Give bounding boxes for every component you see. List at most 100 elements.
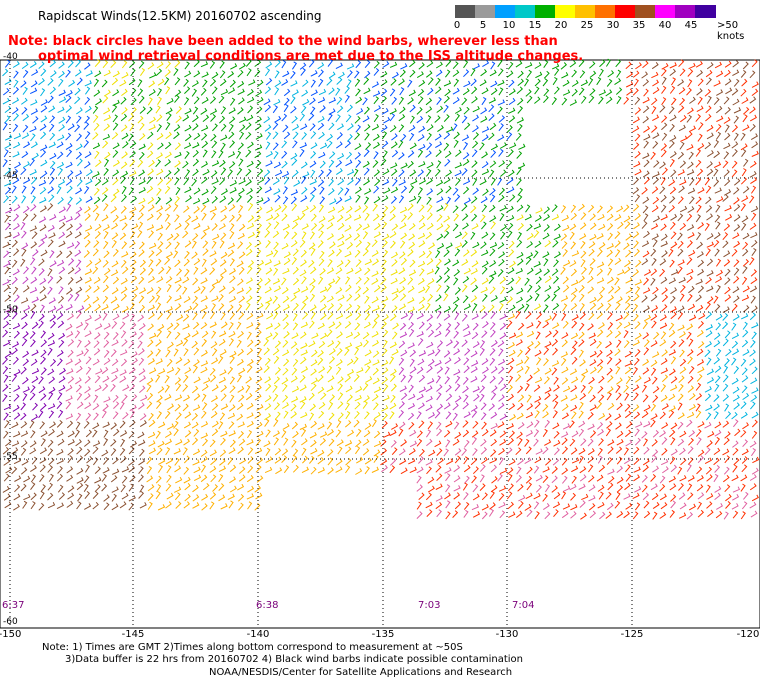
wind-barb bbox=[722, 374, 729, 383]
wind-barb bbox=[146, 465, 153, 475]
wind-barb bbox=[525, 62, 533, 69]
wind-barb bbox=[2, 329, 9, 338]
wind-barb bbox=[428, 359, 435, 367]
wind-barb bbox=[12, 268, 20, 276]
wind-barb bbox=[472, 177, 478, 186]
wind-barb bbox=[499, 322, 507, 331]
wind-barb bbox=[371, 418, 377, 428]
wind-barb bbox=[121, 170, 129, 178]
wind-barb bbox=[491, 366, 498, 374]
wind-barb bbox=[596, 268, 604, 276]
wind-barb bbox=[291, 332, 299, 339]
wind-barb bbox=[320, 303, 327, 312]
wind-barb bbox=[518, 143, 526, 150]
wind-barb bbox=[283, 230, 290, 239]
longitude-label: -125 bbox=[620, 629, 644, 640]
wind-barb bbox=[714, 492, 721, 500]
wind-barb bbox=[732, 60, 740, 68]
wind-barb bbox=[507, 277, 515, 285]
wind-barb bbox=[578, 483, 586, 490]
wind-barb bbox=[110, 475, 118, 483]
wind-barb bbox=[83, 231, 91, 240]
wind-barb bbox=[470, 68, 476, 77]
wind-barb bbox=[12, 168, 19, 177]
wind-barb bbox=[498, 123, 504, 132]
wind-barb bbox=[453, 464, 461, 473]
wind-barb bbox=[749, 114, 757, 122]
wind-barb bbox=[695, 393, 703, 401]
wind-barb bbox=[669, 62, 677, 69]
wind-barb bbox=[129, 251, 137, 259]
wind-barb bbox=[605, 428, 612, 437]
wind-barb bbox=[211, 303, 216, 312]
wind-barb bbox=[598, 464, 606, 473]
longitude-label: -120 bbox=[736, 629, 760, 640]
wind-barb bbox=[643, 500, 650, 509]
wind-barb bbox=[156, 212, 163, 221]
wind-barb bbox=[58, 376, 66, 384]
wind-barb bbox=[319, 105, 326, 113]
wind-barb bbox=[544, 367, 552, 375]
wind-barb bbox=[507, 393, 515, 402]
wind-barb bbox=[668, 248, 674, 257]
wind-barb bbox=[129, 159, 136, 167]
wind-barb bbox=[652, 465, 660, 473]
wind-barb bbox=[642, 205, 649, 214]
wind-barb bbox=[83, 294, 90, 303]
wind-barb bbox=[165, 349, 171, 358]
wind-barb bbox=[238, 158, 244, 167]
wind-barb bbox=[265, 160, 273, 167]
wind-barb bbox=[129, 331, 137, 338]
wind-barb bbox=[373, 285, 381, 293]
wind-barb bbox=[434, 133, 442, 141]
wind-barb bbox=[202, 168, 210, 176]
wind-barb bbox=[437, 243, 445, 250]
wind-barb bbox=[751, 467, 759, 475]
wind-barb bbox=[147, 142, 154, 150]
wind-barb bbox=[238, 474, 246, 482]
wind-barb bbox=[274, 402, 281, 411]
wind-barb bbox=[111, 367, 119, 375]
wind-barb bbox=[562, 475, 568, 484]
wind-barb bbox=[715, 348, 722, 357]
wind-barb bbox=[202, 402, 208, 411]
wind-barb bbox=[741, 148, 747, 157]
wind-barb bbox=[391, 96, 398, 105]
latitude-label: -50 bbox=[3, 305, 18, 315]
wind-barb bbox=[641, 187, 648, 195]
wind-barb bbox=[435, 375, 442, 384]
wind-barb bbox=[561, 457, 568, 466]
wind-barb bbox=[533, 465, 540, 474]
wind-barb bbox=[398, 267, 406, 275]
wind-barb bbox=[380, 88, 388, 97]
wind-barb bbox=[191, 215, 199, 223]
wind-barb bbox=[94, 466, 101, 474]
wind-barb bbox=[40, 249, 48, 257]
wind-barb bbox=[202, 225, 210, 232]
wind-barb bbox=[2, 158, 8, 168]
wind-barb bbox=[193, 466, 201, 474]
wind-barb bbox=[534, 215, 542, 222]
wind-barb bbox=[344, 259, 351, 268]
wind-barb bbox=[103, 230, 109, 239]
wind-barb bbox=[570, 404, 578, 412]
wind-barb bbox=[435, 149, 442, 157]
wind-barb bbox=[398, 286, 406, 294]
wind-barb bbox=[643, 438, 648, 447]
wind-barb bbox=[732, 69, 740, 77]
wind-barb bbox=[706, 95, 712, 104]
wind-barb bbox=[706, 377, 715, 384]
wind-barb bbox=[452, 296, 460, 304]
wind-barb bbox=[742, 114, 748, 123]
wind-barb bbox=[428, 329, 435, 338]
wind-barb bbox=[544, 285, 552, 292]
wind-barb bbox=[209, 439, 216, 448]
wind-barb bbox=[103, 275, 109, 284]
wind-barb bbox=[588, 241, 596, 249]
wind-barb bbox=[346, 134, 353, 142]
wind-barb bbox=[121, 151, 128, 159]
wind-barb bbox=[335, 276, 341, 285]
wind-barb bbox=[399, 251, 406, 259]
wind-barb bbox=[751, 419, 758, 428]
wind-barb bbox=[408, 393, 416, 401]
